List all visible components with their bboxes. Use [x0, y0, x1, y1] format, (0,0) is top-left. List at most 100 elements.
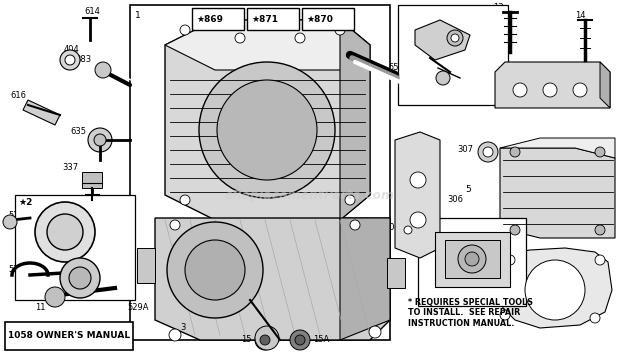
Bar	[82, 172, 102, 188]
Circle shape	[255, 326, 279, 350]
Text: 635: 635	[70, 127, 86, 137]
Text: 10: 10	[384, 224, 395, 233]
Text: 552: 552	[388, 64, 404, 72]
Circle shape	[199, 62, 335, 198]
Circle shape	[169, 329, 181, 341]
Text: eReplacementParts.com: eReplacementParts.com	[225, 189, 395, 202]
Circle shape	[483, 147, 493, 157]
Bar	[5, 322, 133, 350]
Text: 1058 OWNER'S MANUAL: 1058 OWNER'S MANUAL	[8, 332, 130, 340]
Bar	[418, 218, 526, 306]
Text: ★869: ★869	[196, 15, 223, 23]
Text: 308: 308	[472, 81, 488, 89]
Text: 527: 527	[8, 212, 24, 220]
Text: ★870: ★870	[306, 15, 333, 23]
Circle shape	[47, 214, 83, 250]
Circle shape	[595, 147, 605, 157]
Text: 11: 11	[35, 304, 45, 312]
Polygon shape	[495, 62, 610, 108]
Circle shape	[345, 195, 355, 205]
Circle shape	[465, 252, 479, 266]
Text: 9: 9	[437, 297, 442, 306]
Bar	[398, 5, 508, 105]
Text: 529A: 529A	[127, 304, 149, 312]
Bar	[247, 8, 299, 30]
Text: 8: 8	[421, 220, 427, 229]
Circle shape	[410, 212, 426, 228]
Polygon shape	[340, 218, 390, 340]
Circle shape	[3, 215, 17, 229]
Circle shape	[510, 225, 520, 235]
Text: 404: 404	[64, 45, 80, 55]
Circle shape	[60, 50, 80, 70]
Circle shape	[235, 33, 245, 43]
Circle shape	[45, 287, 65, 307]
Text: 614: 614	[84, 7, 100, 16]
Polygon shape	[498, 248, 612, 328]
Circle shape	[60, 258, 100, 298]
Text: 13: 13	[493, 4, 503, 12]
Text: 227: 227	[406, 10, 425, 19]
Text: 616: 616	[10, 91, 26, 99]
Circle shape	[513, 83, 527, 97]
Circle shape	[369, 326, 381, 338]
Text: 337: 337	[62, 164, 78, 173]
Text: 14: 14	[575, 11, 585, 20]
Text: ★2: ★2	[18, 198, 32, 207]
Text: 306: 306	[447, 196, 463, 204]
Circle shape	[458, 245, 486, 273]
Polygon shape	[23, 100, 60, 125]
Circle shape	[404, 226, 412, 234]
Polygon shape	[165, 20, 370, 70]
Circle shape	[451, 34, 459, 42]
Text: 5: 5	[465, 186, 471, 195]
Text: 383: 383	[75, 55, 91, 65]
Text: ★871: ★871	[251, 15, 278, 23]
Bar	[435, 232, 510, 287]
Circle shape	[436, 71, 450, 85]
Polygon shape	[155, 218, 390, 340]
Text: 3: 3	[112, 283, 118, 291]
Circle shape	[590, 313, 600, 323]
Circle shape	[478, 142, 498, 162]
Text: 307: 307	[457, 146, 473, 154]
Circle shape	[88, 128, 112, 152]
Circle shape	[543, 83, 557, 97]
Text: 562: 562	[402, 22, 418, 31]
Text: 3: 3	[180, 323, 185, 333]
Text: 529: 529	[8, 266, 24, 274]
Circle shape	[573, 83, 587, 97]
Circle shape	[167, 222, 263, 318]
Bar	[130, 5, 390, 340]
Polygon shape	[600, 62, 610, 108]
Circle shape	[295, 33, 305, 43]
Circle shape	[185, 240, 245, 300]
Circle shape	[95, 62, 111, 78]
Circle shape	[335, 25, 345, 35]
Polygon shape	[340, 20, 370, 220]
Circle shape	[65, 55, 75, 65]
Circle shape	[295, 335, 305, 345]
Circle shape	[350, 220, 360, 230]
Text: 505: 505	[424, 83, 440, 93]
Text: 7: 7	[465, 285, 471, 295]
Bar	[192, 8, 244, 30]
Bar	[445, 240, 500, 278]
Circle shape	[35, 202, 95, 262]
Circle shape	[525, 260, 585, 320]
Bar	[137, 248, 155, 283]
Bar	[15, 195, 135, 300]
Circle shape	[290, 330, 310, 350]
Polygon shape	[500, 148, 615, 238]
Polygon shape	[165, 20, 370, 220]
Text: 15A: 15A	[313, 335, 329, 344]
Circle shape	[500, 310, 510, 320]
Bar	[302, 8, 354, 30]
Circle shape	[180, 195, 190, 205]
Circle shape	[69, 267, 91, 289]
Circle shape	[260, 335, 270, 345]
Circle shape	[255, 330, 275, 350]
Circle shape	[217, 80, 317, 180]
Text: 1: 1	[135, 11, 141, 20]
Polygon shape	[395, 132, 440, 258]
